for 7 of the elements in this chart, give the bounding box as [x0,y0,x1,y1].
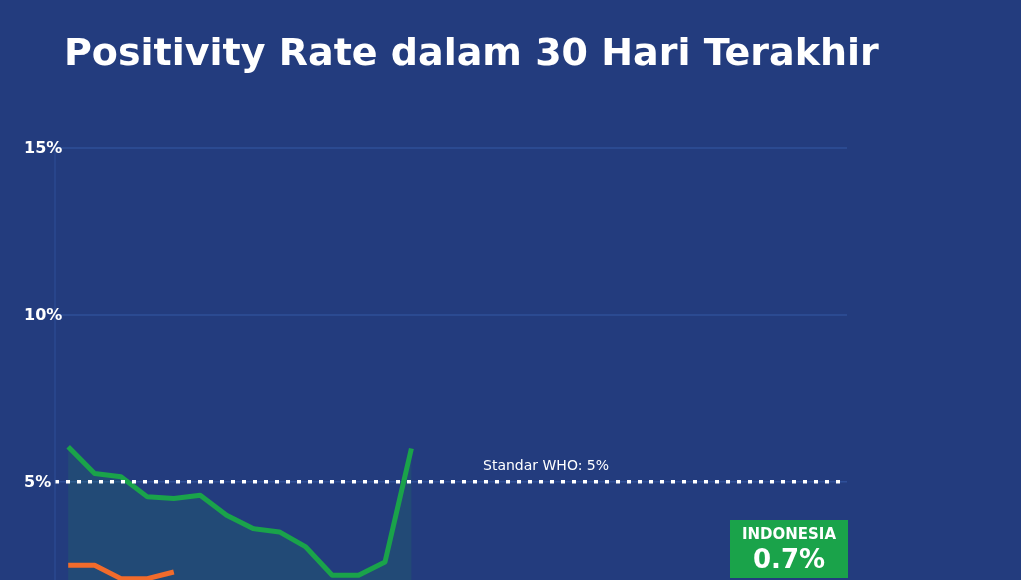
ref-line-label: Standar WHO: 5% [483,456,610,473]
annotation: INDONESIA [740,524,838,544]
chart-title: Positivity Rate dalam 30 Hari Terakhir [64,30,879,74]
annotation: 0.7% [751,544,827,574]
y-tick-label: 15% [24,138,63,157]
y-tick-label: 5% [24,471,52,491]
y-tick-label: 10% [24,304,63,324]
